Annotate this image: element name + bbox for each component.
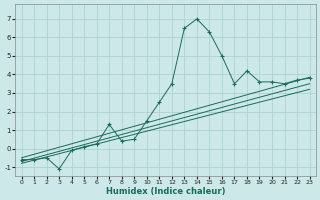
X-axis label: Humidex (Indice chaleur): Humidex (Indice chaleur) — [106, 187, 225, 196]
